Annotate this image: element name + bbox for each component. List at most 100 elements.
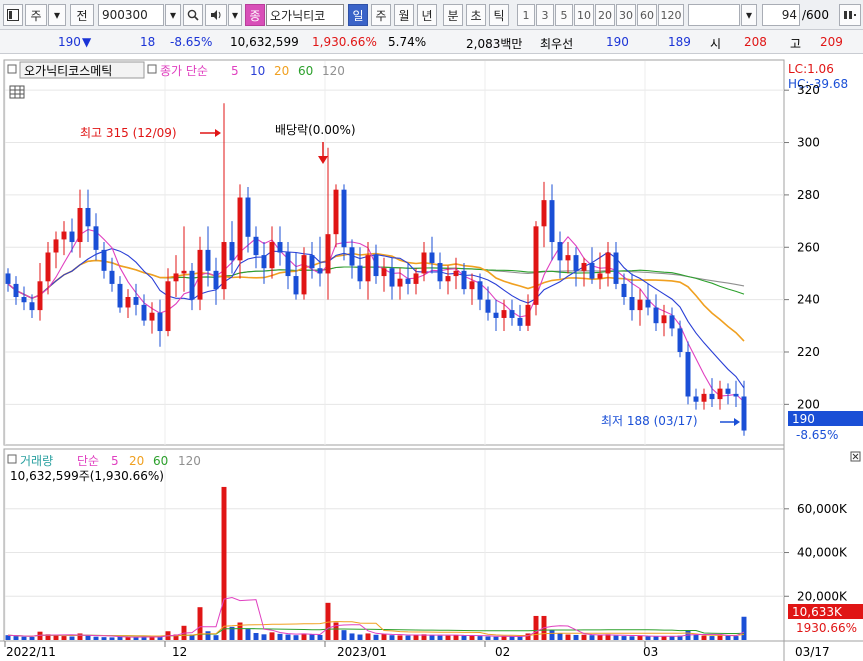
volume-bar: [37, 631, 43, 640]
volume-legend-ma20: 20: [129, 454, 144, 468]
count-input[interactable]: 94: [762, 4, 800, 26]
candle-body: [637, 299, 643, 311]
speaker-dropdown-icon[interactable]: ▾: [228, 4, 242, 26]
candle-body: [549, 200, 555, 243]
legend-checkbox[interactable]: [147, 64, 157, 74]
minute-unit-button[interactable]: 120: [658, 4, 684, 26]
period-week-button[interactable]: 주: [371, 4, 391, 26]
candle-body: [725, 388, 731, 394]
volume-bar: [565, 634, 571, 640]
candle-body: [221, 242, 227, 290]
table-icon[interactable]: [9, 85, 25, 99]
volume-bar: [285, 634, 291, 640]
volume-bar: [557, 633, 563, 640]
volume-bar: [653, 636, 659, 640]
volume-bar: [5, 635, 11, 640]
minute-unit-button[interactable]: 60: [637, 4, 657, 26]
minute-unit-button[interactable]: 20: [595, 4, 615, 26]
volume-bar: [253, 633, 259, 640]
volume-bar: [605, 634, 611, 640]
toolbar: 주 ▾ 전 900300 ▾ ▾ 종 오가닉티코 일 주 월 년 분 초 틱 1…: [0, 0, 863, 30]
custom-unit-input[interactable]: [688, 4, 740, 26]
volume-bar: [357, 634, 363, 640]
minute-unit-button[interactable]: 3: [536, 4, 554, 26]
legend-checkbox[interactable]: [7, 454, 17, 464]
stock-name-field[interactable]: 오가닉티코: [266, 4, 344, 26]
stock-code-input[interactable]: 900300: [98, 4, 164, 26]
period-tick-button[interactable]: 틱: [489, 4, 509, 26]
candle-body: [13, 283, 19, 298]
code-dropdown-icon[interactable]: ▾: [165, 4, 181, 26]
candle-body: [277, 242, 283, 253]
volume-bar: [637, 635, 643, 640]
volume-bar: [461, 635, 467, 640]
period-year-button[interactable]: 년: [417, 4, 437, 26]
volume-bar: [101, 637, 107, 640]
x-cursor-label: 03/17: [795, 645, 830, 659]
candle-body: [405, 278, 411, 284]
candle-body: [29, 302, 35, 311]
volume-bar: [517, 636, 523, 640]
volume-bar: [677, 635, 683, 640]
candle-body: [293, 276, 299, 295]
exchange-button[interactable]: 전: [70, 4, 94, 26]
candle-body: [597, 273, 603, 279]
candle-body: [701, 393, 707, 402]
period-second-button[interactable]: 초: [466, 4, 486, 26]
candle-body: [509, 310, 515, 318]
right-arrow-icon: [720, 418, 740, 426]
tab-mode-button[interactable]: 주: [25, 4, 47, 26]
candle-body: [381, 268, 387, 277]
price-axis: 320 300 280 260 240 220 200: [784, 83, 820, 411]
legend-ma-prefix: 종가 단순: [160, 64, 208, 78]
candle-body: [645, 299, 651, 308]
volume-bar: [621, 636, 627, 640]
volume-bar: [477, 636, 483, 640]
candle-body: [605, 252, 611, 274]
volume-bar: [221, 486, 227, 640]
volume-bar: [141, 636, 147, 640]
minute-unit-button[interactable]: 10: [574, 4, 594, 26]
chart-area[interactable]: 오가닉티코스메틱 종가 단순 5 10 20 60 120 LC:1.06 HC…: [0, 56, 863, 661]
period-minute-button[interactable]: 분: [443, 4, 463, 26]
volume-bar: [581, 634, 587, 640]
candle-body: [653, 307, 659, 324]
speaker-icon[interactable]: [205, 4, 227, 26]
x-label: 02: [495, 645, 510, 659]
settings-icon[interactable]: [839, 4, 861, 26]
volume-legend-ma60: 60: [153, 454, 168, 468]
price-panel-frame: [3, 59, 785, 446]
minute-unit-button[interactable]: 1: [517, 4, 535, 26]
minute-unit-button[interactable]: 5: [555, 4, 573, 26]
legend-checkbox[interactable]: [7, 64, 17, 74]
candle-body: [677, 328, 683, 352]
volume-bar: [485, 636, 491, 640]
volume-bar: [493, 636, 499, 640]
layout-icon[interactable]: [3, 4, 23, 26]
volume-bar: [157, 636, 163, 640]
search-icon[interactable]: [183, 4, 203, 26]
candle-body: [413, 273, 419, 284]
favorite-group-button[interactable]: 종: [245, 4, 265, 26]
mode-dropdown-icon[interactable]: ▾: [48, 4, 66, 26]
close-icon[interactable]: [850, 451, 861, 462]
volume-bar: [261, 634, 267, 640]
current-price: 190: [58, 35, 81, 49]
unit-dropdown-icon[interactable]: ▾: [741, 4, 757, 26]
volume-bar: [725, 635, 731, 640]
candle-body: [341, 189, 347, 248]
period-day-button[interactable]: 일: [348, 4, 368, 26]
candle-body: [53, 239, 59, 253]
period-month-button[interactable]: 월: [394, 4, 414, 26]
volume-bar: [333, 622, 339, 640]
volume-legend-ma5: 5: [111, 454, 119, 468]
high-price: 209: [820, 35, 843, 49]
volume-bar: [317, 634, 323, 640]
candle-body: [461, 270, 467, 290]
candle-body: [109, 270, 115, 284]
lc-label: LC:1.06: [788, 62, 834, 76]
minute-unit-button[interactable]: 30: [616, 4, 636, 26]
candle-body: [373, 255, 379, 277]
candle-body: [61, 231, 67, 240]
volume-bar: [597, 635, 603, 640]
